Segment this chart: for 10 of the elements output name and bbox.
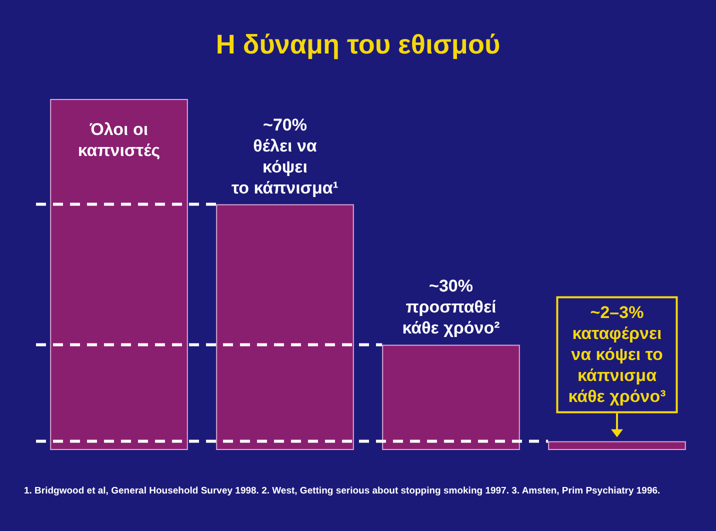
text: 1. Bridgwood et al, General Household Survey 1998. 2. West, Getting serious about stopping smoking 1997. 3. Amsten, Prim Psychiatry 1996.	[24, 486, 660, 496]
data-label: ~30% προσπαθεί κάθε χρόνο²	[402, 276, 500, 338]
data-label: ~70% θέλει να κόψει το κάπνισμα¹	[232, 115, 339, 198]
bar	[216, 204, 354, 450]
data-label: Όλοι οι καπνιστές	[78, 120, 160, 160]
bar	[382, 344, 520, 450]
chart-title: Η δύναμη του εθισμού	[216, 30, 500, 60]
bar	[548, 441, 686, 450]
bar	[50, 99, 188, 450]
data-label: ~2–3% καταφέρνει να κόψει το κάπνισμα κάθε χρόνο³	[568, 303, 666, 406]
